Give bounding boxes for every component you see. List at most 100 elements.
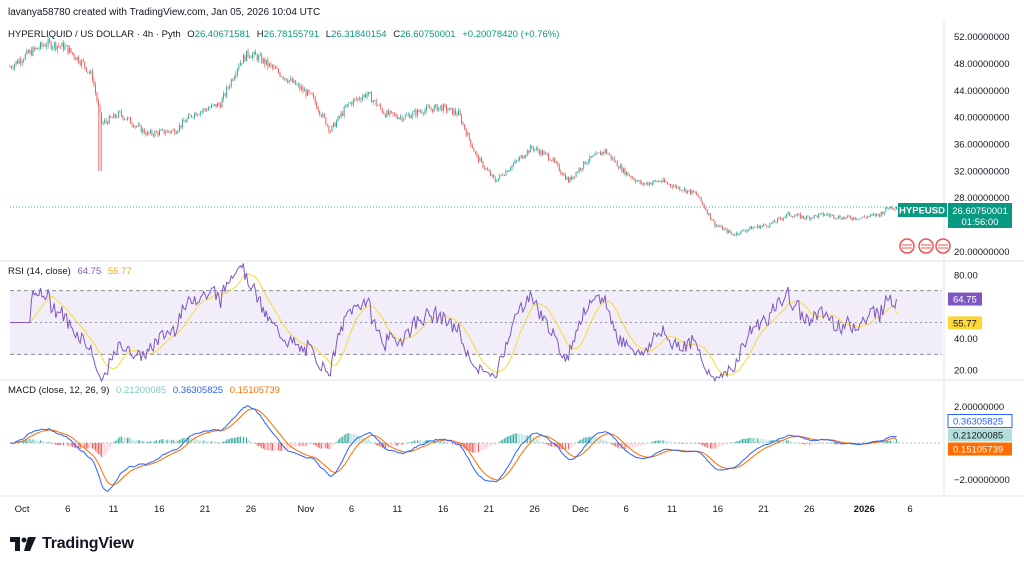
candle-body bbox=[737, 232, 739, 235]
candle-body bbox=[865, 217, 867, 218]
macd-histogram-bar bbox=[322, 443, 324, 449]
macd-histogram-bar bbox=[63, 443, 64, 446]
candle-body bbox=[792, 216, 794, 218]
macd-histogram-bar bbox=[803, 443, 804, 445]
candle-body bbox=[223, 93, 225, 99]
macd-signal-line bbox=[10, 408, 897, 486]
macd-histogram-bar bbox=[763, 439, 765, 443]
candle-body bbox=[110, 116, 112, 118]
price-axis-label: 52.00000000 bbox=[954, 32, 1009, 43]
macd-histogram-bar bbox=[340, 436, 342, 443]
candle-body bbox=[317, 108, 319, 111]
candle-body bbox=[114, 113, 116, 118]
candle-body bbox=[61, 42, 63, 47]
macd-histogram-bar bbox=[110, 443, 112, 447]
macd-histogram-bar bbox=[302, 443, 304, 447]
macd-histogram-bar bbox=[59, 443, 61, 446]
macd-histogram-bar bbox=[470, 443, 472, 452]
macd-line bbox=[9, 405, 897, 492]
candle-body bbox=[670, 184, 672, 186]
macd-histogram-bar bbox=[133, 440, 135, 443]
candle-body bbox=[621, 165, 623, 172]
candle-body bbox=[696, 192, 698, 195]
high-value: 26.78155791 bbox=[263, 29, 320, 40]
event-flags-icon[interactable] bbox=[899, 238, 951, 254]
candle-body bbox=[368, 92, 370, 94]
candle-body bbox=[569, 176, 571, 183]
candle-body bbox=[432, 109, 434, 112]
macd-histogram-bar bbox=[61, 443, 63, 445]
macd-histogram-bar bbox=[398, 443, 400, 446]
candle-body bbox=[714, 220, 716, 227]
candle-body bbox=[200, 111, 202, 115]
time-axis-label: Dec bbox=[572, 504, 589, 515]
candle-body bbox=[360, 99, 362, 101]
candle-body bbox=[81, 60, 83, 65]
candle-body bbox=[17, 61, 19, 64]
candle-body bbox=[508, 170, 510, 172]
candle-body bbox=[725, 228, 727, 230]
candle-body bbox=[394, 113, 395, 115]
candle-body bbox=[212, 104, 214, 106]
macd-histogram-bar bbox=[754, 438, 756, 443]
time-axis-label: 6 bbox=[907, 504, 912, 515]
candle-body bbox=[661, 181, 662, 183]
time-axis-label: 26 bbox=[804, 504, 815, 515]
macd-histogram-bar bbox=[629, 443, 630, 449]
candle-body bbox=[622, 168, 624, 172]
macd-histogram-bar bbox=[296, 443, 298, 447]
macd-histogram-bar bbox=[586, 437, 588, 443]
macd-histogram-bar bbox=[590, 436, 592, 443]
candle-body bbox=[21, 61, 23, 63]
candle-body bbox=[798, 214, 800, 215]
macd-pane bbox=[9, 405, 942, 492]
macd-histogram-bar bbox=[198, 440, 200, 443]
macd-histogram-bar bbox=[140, 441, 142, 443]
candle-body bbox=[847, 215, 849, 218]
candle-body bbox=[894, 208, 896, 210]
macd-histogram-bar bbox=[571, 443, 572, 448]
candle-body bbox=[288, 80, 290, 83]
candle-body bbox=[856, 219, 858, 220]
macd-histogram-bar bbox=[604, 440, 606, 443]
candle-body bbox=[583, 161, 585, 169]
candle-body bbox=[500, 174, 502, 176]
candle-body bbox=[123, 118, 125, 120]
macd-histogram-bar bbox=[568, 443, 569, 450]
macd-histogram-bar bbox=[20, 441, 22, 443]
macd-histogram-bar bbox=[149, 441, 151, 443]
time-axis-label: Oct bbox=[15, 504, 30, 515]
macd-histogram-bar bbox=[304, 443, 305, 446]
candle-body bbox=[821, 213, 823, 214]
macd-histogram-bar bbox=[513, 434, 515, 443]
candle-body bbox=[577, 172, 579, 173]
rsi-axis: 80.00 40.00 20.00 64.75 55.77 bbox=[948, 270, 982, 377]
macd-histogram-bar bbox=[182, 438, 183, 443]
macd-histogram-bar bbox=[162, 439, 164, 443]
candle-body bbox=[624, 168, 626, 175]
macd-histogram-bar bbox=[314, 443, 316, 446]
macd-histogram-bar bbox=[354, 434, 356, 443]
macd-histogram-bar bbox=[882, 442, 884, 443]
candle-body bbox=[107, 121, 109, 124]
candle-body bbox=[400, 116, 402, 118]
macd-histogram-bar bbox=[177, 440, 179, 443]
candle-body bbox=[644, 183, 646, 185]
macd-histogram-bar bbox=[287, 443, 289, 451]
macd-histogram-bar bbox=[91, 443, 93, 449]
macd-histogram-bar bbox=[377, 443, 379, 446]
candle-body bbox=[728, 230, 730, 233]
macd-histogram-bar bbox=[465, 443, 467, 451]
candle-body bbox=[795, 215, 797, 217]
candle-body bbox=[537, 148, 539, 151]
candle-body bbox=[371, 93, 373, 103]
candle-body bbox=[249, 55, 251, 58]
macd-histogram-bar bbox=[331, 443, 333, 448]
candle-body bbox=[229, 86, 231, 88]
candle-body bbox=[291, 78, 293, 83]
macd-histogram-bar bbox=[223, 441, 225, 443]
candle-body bbox=[14, 64, 16, 69]
macd-histogram-bar bbox=[519, 433, 521, 443]
candle-body bbox=[99, 106, 101, 113]
